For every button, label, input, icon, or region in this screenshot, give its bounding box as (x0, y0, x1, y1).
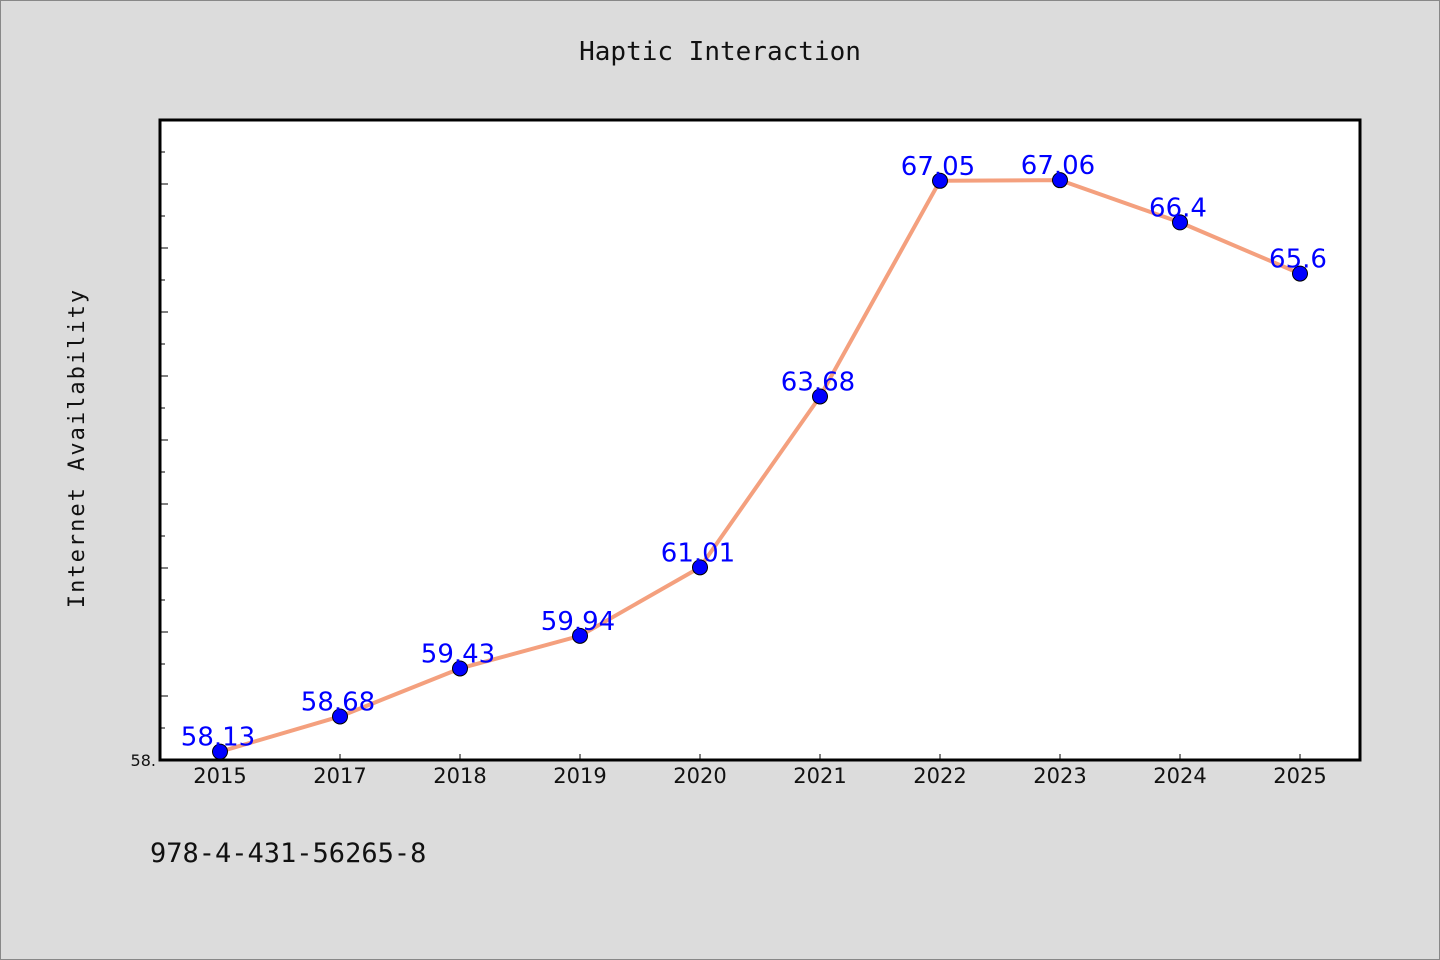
data-label: 59.43 (421, 639, 495, 669)
x-tick-label: 2022 (913, 764, 966, 788)
x-axis-ticks: 2015 2017 2018 2019 2020 2021 2022 2023 2024 2025 (193, 754, 1327, 788)
data-point (692, 559, 708, 576)
data-point (812, 388, 828, 405)
plot-frame (158, 118, 1362, 762)
x-tick-label: 2023 (1033, 764, 1086, 788)
series-layer: 58.13 58.68 59.43 59.94 61.01 63.68 67.05 67.06… (181, 151, 1327, 760)
data-point (332, 708, 348, 725)
series-line (218, 178, 1302, 754)
footer-code: 978-4-431-56265-8 (150, 838, 426, 869)
x-tick-label: 2021 (793, 764, 846, 788)
data-label: 61.01 (661, 538, 735, 568)
x-tick-label: 2015 (193, 764, 246, 788)
data-label: 59.94 (541, 607, 615, 637)
data-label: 66.4 (1149, 193, 1207, 223)
data-point (1052, 172, 1068, 189)
data-label: 65.6 (1269, 245, 1327, 275)
x-tick-label: 2019 (553, 764, 606, 788)
chart-title: Haptic Interaction (579, 37, 861, 67)
data-point (1292, 265, 1308, 282)
data-label: 58.13 (181, 723, 255, 753)
y-axis-label: Internet Availability (65, 288, 90, 608)
data-point (932, 172, 948, 189)
data-label: 67.05 (901, 152, 975, 182)
x-tick-label: 2017 (313, 764, 366, 788)
data-point (1172, 214, 1188, 231)
x-tick-label: 2020 (673, 764, 726, 788)
x-tick-label: 2025 (1273, 764, 1326, 788)
data-label: 63.68 (781, 367, 855, 397)
x-tick-label: 2024 (1153, 764, 1206, 788)
data-point (452, 660, 468, 677)
x-tick-label: 2018 (433, 764, 486, 788)
data-label: 67.06 (1021, 151, 1095, 181)
plot-area (160, 120, 1360, 760)
y-tick-label-min: 58. (131, 751, 156, 770)
data-point (572, 627, 588, 644)
data-label: 58.68 (301, 687, 375, 717)
